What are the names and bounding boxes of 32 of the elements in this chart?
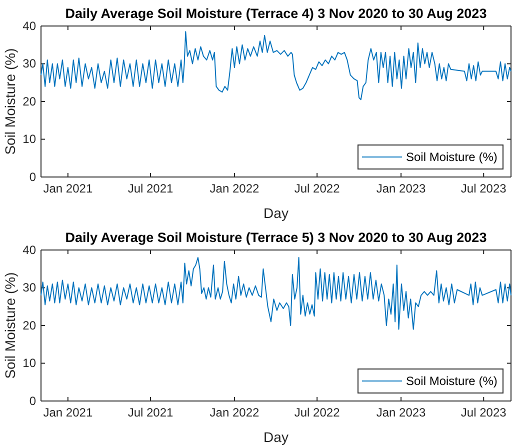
x-tick-label: Jul 2022 <box>294 406 340 420</box>
y-tick-label: 30 <box>22 56 36 71</box>
line-series <box>40 31 512 100</box>
chart-title: Daily Average Soil Moisture (Terrace 4) 3 Nov 2020 to 30 Aug 2023 <box>65 6 488 21</box>
x-tick-label: Jan 2022 <box>210 182 260 196</box>
line-series <box>40 257 512 330</box>
y-tick-label: 20 <box>22 94 36 108</box>
x-tick-label: Jul 2021 <box>128 182 174 196</box>
y-tick-label: 20 <box>22 318 36 332</box>
y-axis-title: Soil Moisture (%) <box>2 48 18 155</box>
x-tick-label: Jul 2023 <box>460 406 507 420</box>
x-tick-label: Jan 2023 <box>376 406 426 420</box>
y-tick-label: 30 <box>22 280 36 295</box>
y-tick-label: 0 <box>29 170 36 184</box>
x-tick-label: Jul 2023 <box>460 182 507 196</box>
y-tick-label: 10 <box>22 132 36 146</box>
x-tick-label: Jan 2023 <box>376 182 426 196</box>
y-tick-label: 10 <box>22 356 36 370</box>
x-tick-label: Jul 2022 <box>294 182 340 196</box>
x-tick-label: Jan 2022 <box>210 406 260 420</box>
y-tick-label: 40 <box>22 242 36 257</box>
x-tick-label: Jan 2021 <box>43 182 93 196</box>
x-axis-title: Day <box>264 205 288 221</box>
legend-label: Soil Moisture (%) <box>406 374 498 388</box>
chart-title: Daily Average Soil Moisture (Terrace 5) 3 Nov 2020 to 30 Aug 2023 <box>65 230 488 245</box>
x-axis-title: Day <box>264 429 288 445</box>
x-tick-label: Jul 2021 <box>128 406 174 420</box>
y-axis-title: Soil Moisture (%) <box>2 272 18 379</box>
y-tick-label: 40 <box>22 18 36 33</box>
y-tick-label: 0 <box>29 394 36 408</box>
legend-label: Soil Moisture (%) <box>406 150 498 164</box>
x-tick-label: Jan 2021 <box>43 406 93 420</box>
